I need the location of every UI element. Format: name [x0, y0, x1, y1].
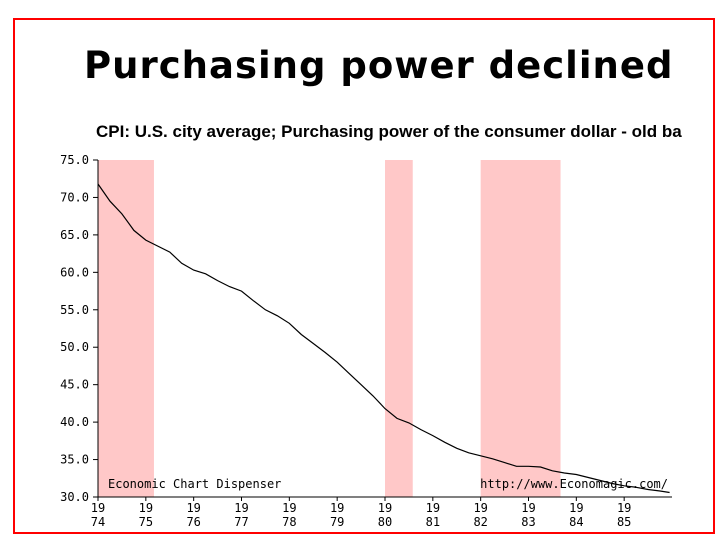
- y-tick-label-75.0: 75.0: [60, 153, 89, 167]
- x-tick-label-1976-top: 19: [186, 501, 200, 515]
- x-tick-label-1985-top: 19: [617, 501, 631, 515]
- series-line-1: [97, 183, 670, 494]
- slide-frame: [13, 18, 715, 534]
- y-tick-label-40.0: 40.0: [60, 415, 89, 429]
- y-tick-label-65.0: 65.0: [60, 228, 89, 242]
- x-tick-label-1981-bottom: 81: [426, 515, 440, 529]
- x-tick-label-1982-top: 19: [473, 501, 487, 515]
- series: [97, 183, 670, 494]
- x-tick-label-1979-top: 19: [330, 501, 344, 515]
- recession-band-2: [385, 160, 413, 497]
- x-tick-label-1984-top: 19: [569, 501, 583, 515]
- y-tick-label-35.0: 35.0: [60, 453, 89, 467]
- recession-band-1: [98, 160, 154, 497]
- y-tick-label-60.0: 60.0: [60, 265, 89, 279]
- annotation-right: http://www.Economagic.com/: [480, 477, 668, 491]
- y-tick-label-45.0: 45.0: [60, 378, 89, 392]
- x-tick-label-1983-bottom: 83: [521, 515, 535, 529]
- x-tick-label-1977-bottom: 77: [234, 515, 248, 529]
- x-tick-label-1975-bottom: 75: [139, 515, 153, 529]
- x-tick-label-1981-top: 19: [426, 501, 440, 515]
- x-tick-label-1985-bottom: 85: [617, 515, 631, 529]
- x-tick-label-1978-bottom: 78: [282, 515, 296, 529]
- y-tick-label-55.0: 55.0: [60, 303, 89, 317]
- x-tick-label-1975-top: 19: [139, 501, 153, 515]
- y-tick-label-30.0: 30.0: [60, 490, 89, 504]
- axes: 75.0 70.0 65.0 60.0 55.0 50.0 45.0 40.0 35.0 30.0…: [60, 153, 672, 529]
- y-tick-label-70.0: 70.0: [60, 190, 89, 204]
- x-tick-label-1983-top: 19: [521, 501, 535, 515]
- x-tick-label-1978-top: 19: [282, 501, 296, 515]
- x-tick-label-1984-bottom: 84: [569, 515, 583, 529]
- chart-title: CPI: U.S. city average; Purchasing power…: [96, 122, 682, 141]
- recession-band-3: [480, 160, 561, 497]
- x-tick-label-1982-bottom: 82: [473, 515, 487, 529]
- x-tick-label-1980-bottom: 80: [378, 515, 392, 529]
- x-tick-label-1979-bottom: 79: [330, 515, 344, 529]
- x-tick-label-1974-bottom: 74: [91, 515, 105, 529]
- annotation-left: Economic Chart Dispenser: [108, 477, 281, 491]
- x-tick-label-1976-bottom: 76: [186, 515, 200, 529]
- slide-title: Purchasing power declined: [84, 44, 674, 87]
- y-tick-label-50.0: 50.0: [60, 340, 89, 354]
- recession-bands: [98, 160, 561, 497]
- x-tick-label-1974-top: 19: [91, 501, 105, 515]
- x-tick-label-1980-top: 19: [378, 501, 392, 515]
- x-tick-label-1977-top: 19: [234, 501, 248, 515]
